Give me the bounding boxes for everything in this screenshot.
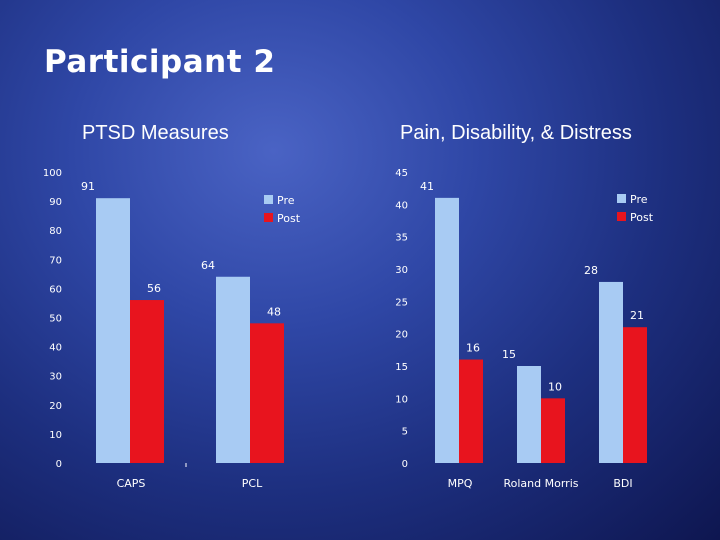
data-label: 10 [548,380,562,393]
data-label: 91 [81,180,95,193]
y-tick-label: 0 [56,459,62,470]
category-label: Roland Morris [504,477,579,490]
data-label: 28 [584,264,598,277]
y-tick-label: 10 [395,394,408,405]
bar-pre [216,276,250,463]
legend-label-post: Post [630,211,654,224]
data-label: 21 [630,309,644,322]
bar-post [130,300,164,463]
bar-pre [435,197,459,463]
y-tick-label: 40 [49,343,62,354]
y-tick-label: 30 [49,372,62,383]
bar-post [459,359,483,463]
category-label: BDI [613,477,632,490]
slide-title: Participant 2 [44,44,276,80]
bar-post [250,323,284,463]
data-label: 41 [420,180,434,193]
y-tick-label: 5 [402,427,408,438]
y-tick-label: 20 [395,330,408,341]
y-tick-label: 25 [395,297,408,308]
data-label: 15 [502,348,516,361]
legend-swatch-pre [264,195,273,204]
data-label: 16 [466,342,480,355]
legend-label-post: Post [277,212,301,225]
y-tick-label: 0 [402,459,408,470]
y-tick-label: 10 [49,430,62,441]
y-tick-label: 40 [395,200,408,211]
y-tick-label: 80 [49,226,62,237]
data-label: 64 [201,259,215,272]
chart-title-pain: Pain, Disability, & Distress [400,122,632,144]
bar-post [623,327,647,463]
y-tick-label: 50 [49,314,62,325]
y-tick-label: 60 [49,284,62,295]
category-label: MPQ [448,477,473,490]
y-tick-label: 15 [395,362,408,373]
legend-label-pre: Pre [277,194,295,207]
data-label: 56 [147,282,161,295]
legend-swatch-pre [617,194,626,203]
category-label: PCL [242,477,263,490]
data-label: 48 [267,305,281,318]
y-tick-label: 100 [43,168,62,179]
legend-swatch-post [617,212,626,221]
y-tick-label: 90 [49,197,62,208]
legend-swatch-post [264,213,273,222]
y-tick-label: 70 [49,255,62,266]
chart-title-ptsd: PTSD Measures [82,122,229,144]
y-tick-label: 20 [49,401,62,412]
bar-pre [96,198,130,463]
bar-pre [517,366,541,463]
y-tick-label: 45 [395,168,408,179]
y-tick-label: 35 [395,233,408,244]
y-tick-label: 30 [395,265,408,276]
category-label: CAPS [117,477,146,490]
bar-pre [599,281,623,463]
bar-post [541,398,565,463]
legend-label-pre: Pre [630,193,648,206]
